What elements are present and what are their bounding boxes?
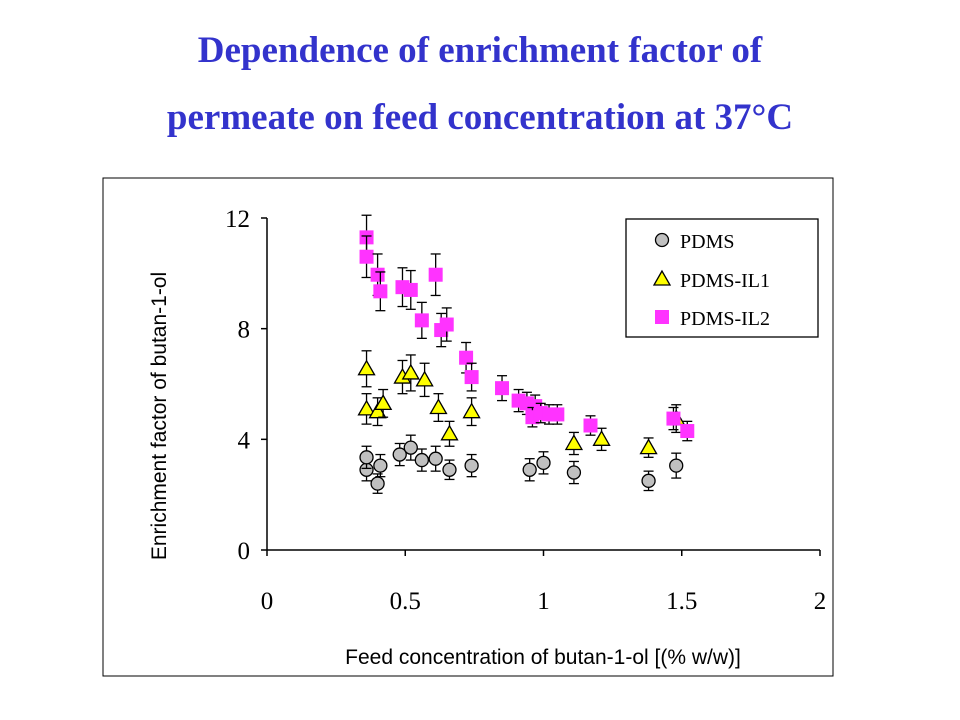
pdms-point xyxy=(428,451,443,466)
pdms-il1-point xyxy=(592,430,611,446)
legend-marker-pdms-il2 xyxy=(655,310,669,324)
x-tick-label: 2 xyxy=(814,588,827,615)
series-pdms-il2 xyxy=(359,214,695,442)
pdms-il2-point xyxy=(550,407,565,422)
pdms-point xyxy=(370,476,385,491)
y-axis-label: Enrichment factor of butan-1-ol xyxy=(148,272,171,560)
x-tick-label: 1 xyxy=(537,588,550,615)
x-axis-label: Feed concentration of butan-1-ol [(% w/w… xyxy=(345,646,741,669)
series-pdms-il1 xyxy=(357,350,686,458)
pdms-point xyxy=(442,462,457,477)
y-tick-label: 4 xyxy=(238,427,251,454)
pdms-il2-point xyxy=(428,267,443,282)
x-tick-label: 1.5 xyxy=(666,588,697,615)
legend-label-pdms-il2: PDMS-IL2 xyxy=(680,308,770,330)
pdms-il2-point xyxy=(439,317,454,332)
x-tick-label: 0 xyxy=(261,588,274,615)
pdms-il1-point xyxy=(639,438,658,455)
pdms-il2-point xyxy=(495,381,510,396)
x-tick-label: 0.5 xyxy=(390,588,421,615)
y-tick-label: 8 xyxy=(238,317,251,344)
pdms-il2-point xyxy=(464,370,479,385)
pdms-point xyxy=(536,455,551,471)
pdms-il2-point xyxy=(373,284,388,299)
pdms-il1-point xyxy=(462,402,481,419)
pdms-il1-point xyxy=(429,398,448,415)
pdms-il1-point xyxy=(415,370,434,387)
pdms-il1-point xyxy=(368,402,387,419)
pdms-il1-point xyxy=(374,394,393,411)
pdms-il2-point xyxy=(403,282,418,297)
pdms-point xyxy=(403,440,418,455)
y-tick-label: 12 xyxy=(225,206,250,233)
chart-title-line-2: permeate on feed concentration at 37°C xyxy=(166,97,794,138)
pdms-point xyxy=(414,452,429,468)
pdms-point xyxy=(669,458,684,473)
legend-label-pdms-il1: PDMS-IL1 xyxy=(680,270,770,292)
pdms-il2-point xyxy=(666,411,681,426)
pdms-il2-point xyxy=(370,267,385,282)
pdms-il2-point xyxy=(583,418,598,433)
pdms-point xyxy=(641,473,656,488)
pdms-il1-point xyxy=(357,359,376,376)
pdms-il2-point xyxy=(680,424,695,439)
pdms-il2-point xyxy=(414,313,429,328)
pdms-il1-point xyxy=(440,424,459,441)
pdms-point xyxy=(359,450,374,465)
pdms-point xyxy=(566,465,582,480)
pdms-il2-point xyxy=(459,350,474,365)
pdms-point xyxy=(464,458,479,473)
pdms-point xyxy=(392,447,407,462)
legend-label-pdms: PDMS xyxy=(680,231,734,253)
pdms-il1-point xyxy=(357,399,376,416)
legend-marker-pdms xyxy=(654,232,670,248)
legend-marker-pdms-il1 xyxy=(652,269,672,286)
chart-title-line-1: Dependence of enrichment factor of xyxy=(197,30,763,71)
pdms-il1-point xyxy=(564,434,584,451)
pdms-point xyxy=(373,458,388,473)
pdms-il2-point xyxy=(359,249,374,264)
series-pdms xyxy=(359,434,684,494)
y-tick-label: 0 xyxy=(238,538,251,565)
pdms-il1-point xyxy=(401,363,420,380)
pdms-point xyxy=(522,462,537,477)
